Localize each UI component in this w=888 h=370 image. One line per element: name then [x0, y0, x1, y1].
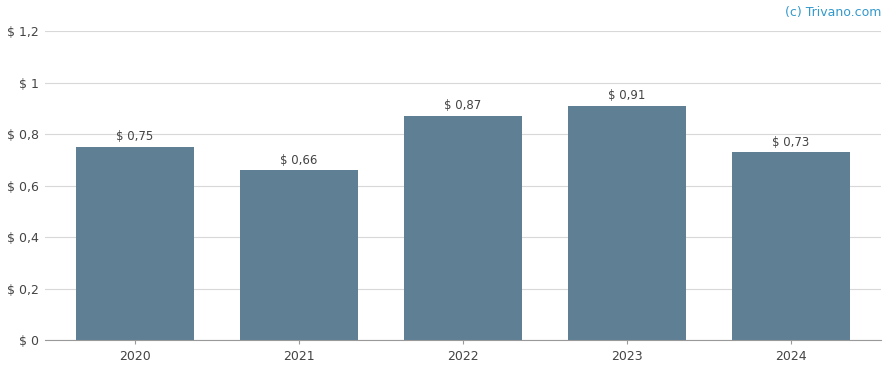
Bar: [404, 116, 522, 340]
Text: $ 0,73: $ 0,73: [773, 135, 810, 148]
Text: $ 0,91: $ 0,91: [608, 89, 646, 102]
Text: $ 0,66: $ 0,66: [280, 154, 317, 166]
Bar: [240, 171, 358, 340]
Text: (c) Trivano.com: (c) Trivano.com: [785, 6, 881, 19]
Bar: [732, 152, 850, 340]
Bar: [75, 147, 194, 340]
Text: $ 0,75: $ 0,75: [116, 130, 154, 143]
Text: $ 0,87: $ 0,87: [444, 100, 481, 112]
Bar: [567, 106, 686, 340]
